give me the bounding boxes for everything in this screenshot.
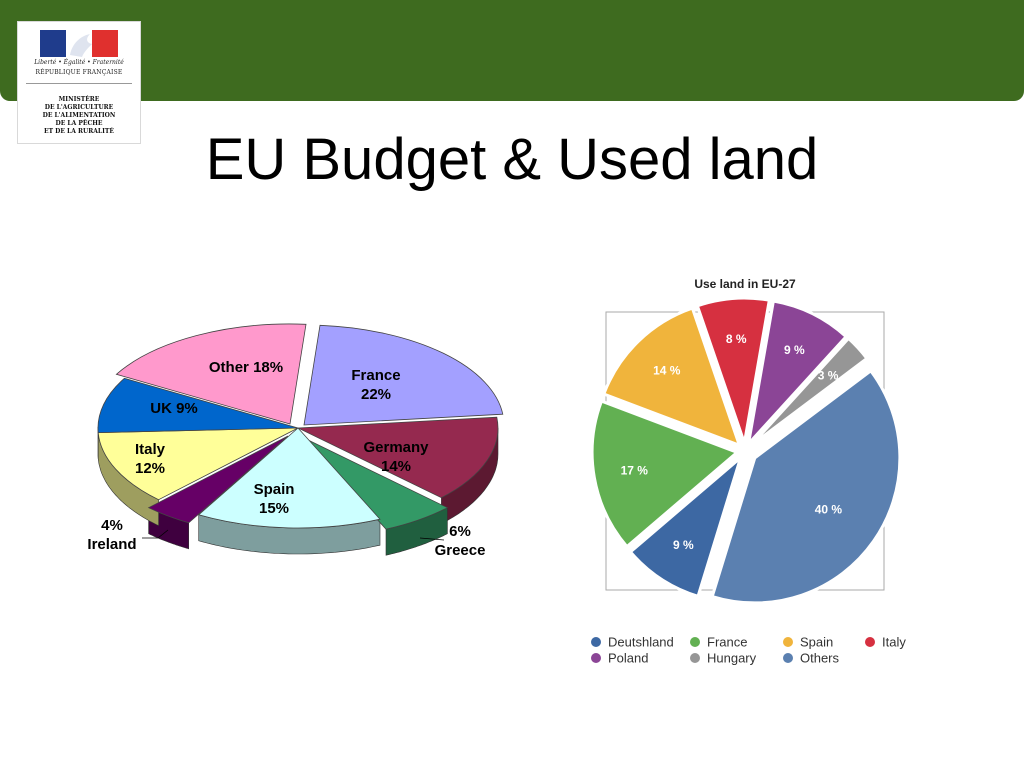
land-slice-poland	[746, 299, 849, 449]
used-land-pie-chart: Use land in EU-27 8 % 9 % 3 % 40 % 9 % 17 % 14 …	[590, 277, 906, 666]
page-title: EU Budget & Used land	[205, 127, 819, 192]
land-slice-italy	[695, 296, 772, 444]
legend-swatch-others	[783, 653, 793, 663]
land-label-deutshland: 9 %	[673, 538, 694, 552]
budget-label-spain: Spain 15%	[254, 481, 295, 517]
logo-motto: Liberté • Égalité • Fraternité	[34, 59, 124, 66]
legend-swatch-italy	[865, 637, 875, 647]
legend-item-france: France	[690, 635, 747, 650]
legend-label-others: Others	[800, 651, 840, 666]
legend-swatch-poland	[591, 653, 601, 663]
eu-budget-pie-chart: France 22% Germany 14% 6% Greece Spain 15% 4% Ire…	[87, 323, 504, 559]
greece-leader-line	[419, 537, 445, 541]
budget-slice-italy	[97, 427, 299, 501]
legend-label-france: France	[707, 635, 747, 650]
logo-divider	[26, 83, 132, 84]
budget-slice-spain	[197, 427, 381, 529]
legend-swatch-hungary	[690, 653, 700, 663]
budget-label-other: Other 18%	[209, 359, 283, 376]
legend-item-poland: Poland	[591, 651, 648, 666]
budget-slice-france	[303, 324, 504, 426]
ireland-leader-line	[142, 529, 169, 539]
legend-swatch-spain	[783, 637, 793, 647]
legend-label-italy: Italy	[882, 635, 906, 650]
legend-item-spain: Spain	[783, 635, 833, 650]
budget-slice-ireland	[147, 435, 289, 524]
legend-item-hungary: Hungary	[690, 651, 757, 666]
land-label-poland: 9 %	[784, 343, 805, 357]
legend-swatch-france	[690, 637, 700, 647]
land-slice-spain	[601, 306, 742, 448]
land-label-spain: 14 %	[653, 363, 681, 377]
legend-label-poland: Poland	[608, 651, 648, 666]
legend-label-spain: Spain	[800, 635, 833, 650]
logo-republic: RÉPUBLIQUE FRANÇAISE	[35, 69, 123, 76]
budget-label-greece: 6% Greece	[435, 523, 486, 559]
land-label-italy: 8 %	[726, 332, 747, 346]
budget-slice-other	[115, 323, 307, 425]
legend-swatch-deutshland	[591, 637, 601, 647]
budget-slice-greece	[303, 437, 449, 530]
ministry-logo: Liberté • Égalité • Fraternité RÉPUBLIQU…	[18, 22, 140, 143]
legend-item-deutshland: Deutshland	[591, 635, 674, 650]
land-slice-france	[590, 399, 741, 549]
header-band	[0, 0, 1024, 101]
legend-label-hungary: Hungary	[707, 651, 757, 666]
land-label-hungary: 3 %	[818, 368, 839, 382]
land-label-france: 17 %	[621, 463, 649, 477]
land-label-others: 40 %	[815, 503, 843, 517]
logo-ministry-name: MINISTÈRE DE L'AGRICULTURE DE L'ALIMENTA…	[42, 96, 116, 135]
budget-slice-germany	[296, 416, 499, 499]
budget-slice-uk	[97, 377, 299, 434]
budget-label-uk: UK 9%	[150, 400, 198, 417]
land-chart-title: Use land in EU-27	[694, 277, 796, 291]
land-slice-deutshland	[628, 453, 744, 599]
land-slice-others	[710, 368, 902, 605]
legend-item-italy: Italy	[865, 635, 906, 650]
marianne-flag-icon	[40, 30, 118, 57]
budget-label-ireland: 4% Ireland	[87, 517, 136, 553]
budget-label-france: France 22%	[351, 367, 400, 403]
land-slice-hungary	[749, 336, 870, 447]
legend-item-others: Others	[783, 651, 840, 666]
budget-label-germany: Germany 14%	[363, 439, 429, 475]
budget-label-italy: Italy 12%	[135, 441, 166, 477]
legend-label-deutshland: Deutshland	[608, 635, 674, 650]
